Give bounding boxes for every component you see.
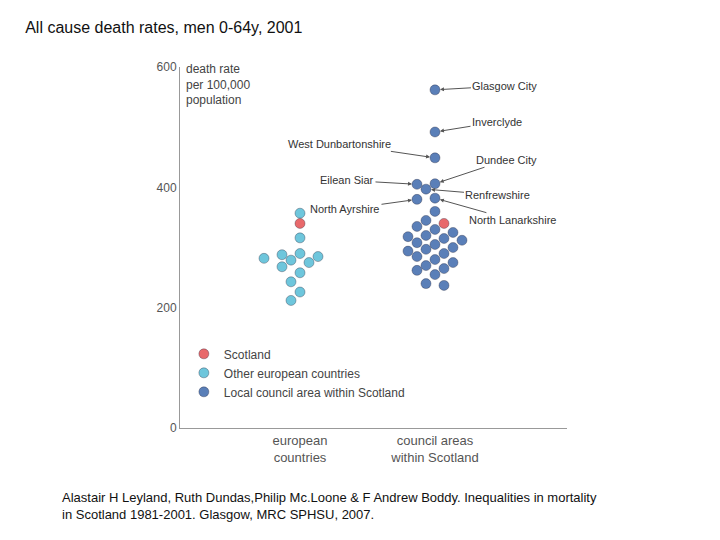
svg-text:council areaswithin Scotland: council areaswithin Scotland [390, 433, 478, 465]
svg-text:Eilean Siar: Eilean Siar [320, 174, 374, 186]
svg-text:All cause death rates, men 0-6: All cause death rates, men 0-64y, 2001 [25, 19, 302, 36]
svg-text:Local council area within Scot: Local council area within Scotland [224, 386, 405, 400]
svg-text:europeancountries: europeancountries [273, 433, 328, 465]
svg-text:Inverclyde: Inverclyde [472, 116, 522, 128]
svg-text:Glasgow City: Glasgow City [472, 80, 537, 92]
svg-text:North Ayrshire: North Ayrshire [310, 203, 380, 215]
svg-text:0: 0 [170, 421, 177, 435]
svg-text:Renfrewshire: Renfrewshire [465, 189, 530, 201]
svg-text:North Lanarkshire: North Lanarkshire [469, 214, 556, 226]
svg-text:Alastair H Leyland, Ruth Dunda: Alastair H Leyland, Ruth Dundas,Philip M… [62, 490, 597, 522]
svg-text:West Dunbartonshire: West Dunbartonshire [288, 138, 391, 150]
svg-text:Dundee City: Dundee City [476, 154, 537, 166]
svg-text:death rateper 100,000populatio: death rateper 100,000population [186, 62, 250, 107]
svg-text:Scotland: Scotland [224, 348, 271, 362]
svg-text:600: 600 [157, 60, 177, 74]
svg-text:400: 400 [157, 181, 177, 195]
svg-text:200: 200 [157, 301, 177, 315]
svg-text:Other european countries: Other european countries [224, 367, 360, 381]
